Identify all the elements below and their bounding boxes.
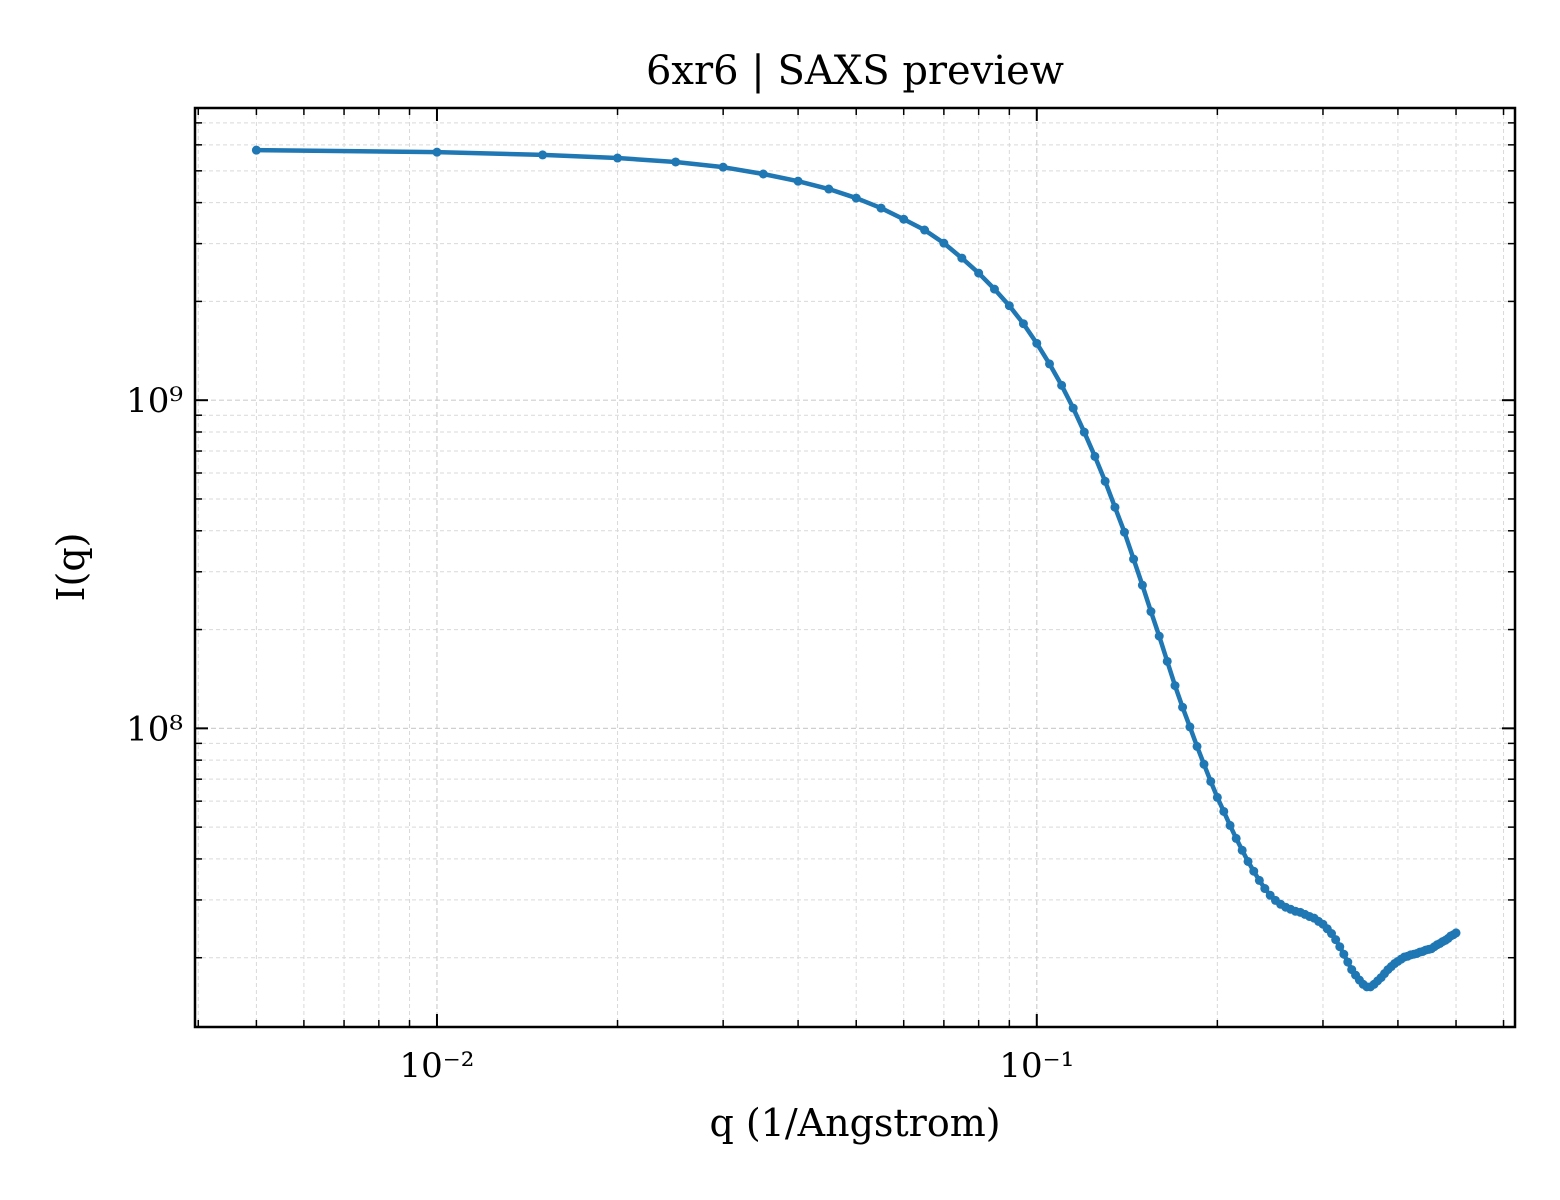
data-point	[1343, 957, 1353, 967]
data-point	[718, 162, 728, 172]
data-point	[1260, 884, 1270, 894]
data-point	[1178, 702, 1188, 712]
data-point	[1090, 451, 1100, 461]
data-point	[939, 238, 949, 248]
y-tick-label: 10⁹	[126, 381, 183, 421]
data-point	[1100, 476, 1110, 486]
data-point	[1219, 806, 1229, 816]
data-point	[538, 150, 548, 160]
data-point	[1331, 935, 1341, 945]
data-point	[824, 184, 834, 194]
data-point	[899, 214, 909, 224]
plot-frame	[193, 106, 1517, 1029]
data-point	[1079, 427, 1089, 437]
data-point	[1146, 607, 1156, 617]
data-point	[1032, 338, 1042, 348]
data-point	[1339, 949, 1349, 959]
data-point	[1110, 502, 1120, 512]
data-point	[1162, 656, 1172, 666]
data-point	[432, 147, 442, 157]
data-point	[920, 225, 930, 235]
data-point	[251, 145, 261, 155]
data-point	[1212, 792, 1222, 802]
data-point	[671, 157, 681, 167]
data-point	[1018, 319, 1028, 329]
data-point	[1192, 741, 1202, 751]
data-point	[851, 193, 861, 203]
x-axis-label: q (1/Angstrom)	[709, 1101, 1000, 1145]
y-tick-label: 10⁸	[126, 709, 183, 749]
x-tick-label: 10⁻¹	[999, 1046, 1074, 1086]
x-tick-label: 10⁻²	[400, 1046, 475, 1086]
data-point	[1451, 928, 1461, 938]
data-point	[1243, 856, 1253, 866]
data-point	[1170, 681, 1180, 691]
data-point	[1335, 942, 1345, 952]
data-point	[1057, 380, 1067, 390]
data-point	[957, 253, 967, 263]
data-point	[974, 268, 984, 278]
data-point	[1044, 359, 1054, 369]
data-point	[876, 203, 886, 213]
data-point	[1004, 301, 1014, 311]
data-point	[1068, 403, 1078, 413]
data-point	[1254, 875, 1264, 885]
data-point	[1237, 845, 1247, 855]
data-point	[1199, 759, 1209, 769]
y-axis-label: I(q)	[49, 533, 93, 602]
data-point	[758, 169, 768, 179]
data-point	[1206, 776, 1216, 786]
data-point	[1225, 820, 1235, 830]
data-point	[989, 284, 999, 294]
data-point	[1154, 631, 1164, 641]
data-point	[1119, 527, 1129, 537]
data-point	[1137, 580, 1147, 590]
data-line	[256, 147, 1458, 990]
data-point	[1129, 554, 1139, 564]
data-point	[793, 176, 803, 186]
data-point	[1185, 722, 1195, 732]
data-point	[1249, 866, 1259, 876]
data-point	[1231, 833, 1241, 843]
chart-title: 6xr6 | SAXS preview	[646, 48, 1064, 94]
data-point	[613, 153, 623, 163]
